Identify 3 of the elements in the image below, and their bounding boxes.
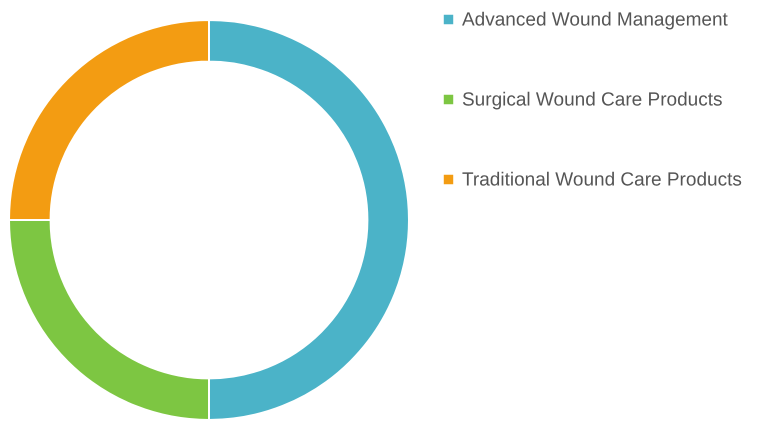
- legend-label: Surgical Wound Care Products: [462, 90, 722, 110]
- legend-label: Traditional Wound Care Products: [462, 170, 742, 190]
- legend-label: Advanced Wound Management: [462, 10, 729, 30]
